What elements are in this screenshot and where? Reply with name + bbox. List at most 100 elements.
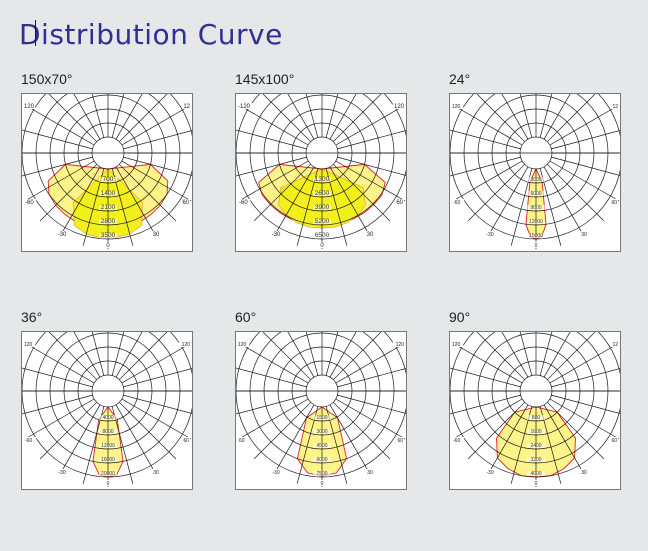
angle-tick-label: 0 bbox=[321, 481, 324, 487]
radial-tick-label: 15000 bbox=[529, 233, 543, 239]
radial-tick-label: 2800 bbox=[101, 218, 116, 225]
radial-tick-label: 2100 bbox=[101, 204, 116, 211]
grid-spoke bbox=[73, 332, 101, 378]
grid-spoke bbox=[543, 94, 571, 140]
angle-label-bg bbox=[610, 341, 619, 347]
angle-label-bg bbox=[105, 480, 111, 486]
radial-label-bg bbox=[99, 205, 117, 210]
radial-tick-label: 4000 bbox=[102, 415, 113, 421]
grid-spoke bbox=[115, 404, 157, 475]
angle-tick-label: 60 bbox=[397, 438, 403, 444]
angle-tick-label: -120 bbox=[238, 104, 251, 110]
angle-label-bg bbox=[23, 341, 36, 347]
grid-spoke bbox=[39, 164, 97, 222]
grid-spoke bbox=[262, 94, 311, 142]
polar-chart-svg: 800 1600 2400 3200 4000 120 12 -60 60 -30 30 0 bbox=[450, 332, 620, 487]
angle-label-bg bbox=[55, 231, 69, 237]
angle-label-bg bbox=[609, 199, 618, 205]
grid-spoke bbox=[333, 332, 382, 380]
grid-spoke bbox=[22, 129, 93, 150]
grid-spoke bbox=[273, 166, 315, 237]
angle-label-bg bbox=[24, 199, 37, 205]
grid-spoke bbox=[115, 94, 143, 140]
angle-tick-label: -60 bbox=[25, 438, 32, 444]
angle-tick-label: 120 bbox=[238, 342, 247, 348]
angle-tick-label: -30 bbox=[272, 470, 279, 476]
angle-label-bg bbox=[55, 469, 69, 475]
angle-label-bg bbox=[579, 231, 589, 237]
polar-chart-svg: 700 1400 2100 2800 3500 120 12 -60 60 -30 30 0 bbox=[22, 94, 192, 249]
grid-spoke bbox=[325, 94, 339, 138]
angle-label-bg bbox=[24, 437, 37, 443]
page-title: Distribution Curve bbox=[19, 18, 283, 51]
angle-label-bg bbox=[451, 103, 464, 109]
radial-label-bg bbox=[99, 177, 117, 182]
grid-spoke bbox=[547, 94, 596, 142]
grid-spoke bbox=[73, 94, 101, 140]
radial-tick-label: 4000 bbox=[530, 471, 541, 477]
grid-spoke bbox=[549, 104, 620, 146]
radial-label-bg bbox=[99, 443, 117, 448]
radial-tick-label: 2400 bbox=[530, 443, 541, 449]
polar-chart-svg: 4000 8000 12000 16000 20000 120 120 -60 60 -30 30 0 bbox=[22, 332, 192, 487]
polar-chart-svg: 1500 3000 4500 6000 7500 120 120 60 60 -30 30 0 bbox=[236, 332, 406, 487]
radial-label-bg bbox=[527, 471, 545, 476]
angle-tick-label: -60 bbox=[239, 200, 248, 206]
grid-spoke bbox=[335, 398, 406, 440]
grid-spoke bbox=[329, 94, 357, 140]
radial-tick-label: 3000 bbox=[530, 177, 541, 183]
radial-tick-label: 12000 bbox=[529, 219, 543, 225]
angle-label-bg bbox=[395, 199, 404, 205]
angle-label-bg bbox=[238, 199, 251, 205]
radial-tick-label: 9000 bbox=[530, 205, 541, 211]
angle-tick-label: 30 bbox=[153, 232, 160, 238]
radial-tick-label: 3000 bbox=[316, 429, 327, 435]
radial-tick-label: 1400 bbox=[101, 190, 116, 197]
grid-spoke bbox=[22, 156, 93, 177]
grid-spoke bbox=[452, 398, 523, 440]
radial-label-bg bbox=[313, 177, 331, 182]
grid-spoke bbox=[549, 160, 620, 202]
grid-spoke bbox=[305, 332, 319, 376]
grid-spoke bbox=[335, 342, 406, 384]
radial-tick-label: 8000 bbox=[102, 429, 113, 435]
radial-label-bg bbox=[527, 415, 545, 420]
radial-label-bg bbox=[99, 191, 117, 196]
chart-title: 90° bbox=[449, 309, 471, 325]
text-cursor bbox=[35, 20, 36, 46]
grid-spoke bbox=[123, 394, 192, 414]
grid-spoke bbox=[287, 332, 315, 378]
grid-spoke bbox=[549, 398, 620, 440]
grid-spoke bbox=[452, 160, 523, 202]
angle-label-bg bbox=[269, 469, 283, 475]
grid-spoke bbox=[236, 156, 307, 177]
grid-spoke bbox=[121, 160, 192, 202]
polar-chart-svg: 3000 6000 9000 12000 15000 120 12 -60 60 -30 30 0 bbox=[450, 94, 620, 249]
grid-spoke bbox=[119, 332, 168, 380]
grid-spoke bbox=[91, 332, 105, 376]
grid-spoke bbox=[543, 166, 585, 237]
radial-tick-label: 1600 bbox=[530, 429, 541, 435]
angle-tick-label: 0 bbox=[106, 243, 110, 249]
radial-label-bg bbox=[313, 429, 331, 434]
angle-tick-label: 30 bbox=[153, 470, 159, 476]
chart-title: 60° bbox=[235, 309, 257, 325]
grid-spoke bbox=[238, 160, 309, 202]
angle-tick-label: 120 bbox=[24, 342, 33, 348]
angle-tick-label: 0 bbox=[320, 243, 324, 249]
radial-tick-label: 3500 bbox=[101, 232, 116, 239]
grid-spoke bbox=[487, 166, 529, 237]
angle-tick-label: 12 bbox=[612, 342, 618, 348]
grid-spoke bbox=[543, 404, 585, 475]
grid-spoke bbox=[111, 94, 125, 138]
grid-spoke bbox=[123, 368, 192, 388]
radial-tick-label: 12000 bbox=[101, 443, 115, 449]
angle-label-bg bbox=[533, 480, 539, 486]
angle-tick-label: 0 bbox=[107, 481, 110, 487]
chart-title: 150x70° bbox=[21, 71, 73, 87]
grid-spoke bbox=[335, 160, 406, 202]
radial-label-bg bbox=[313, 457, 331, 462]
radial-label-bg bbox=[313, 219, 331, 224]
grid-spoke bbox=[273, 404, 315, 475]
angle-tick-label: -30 bbox=[486, 232, 493, 238]
